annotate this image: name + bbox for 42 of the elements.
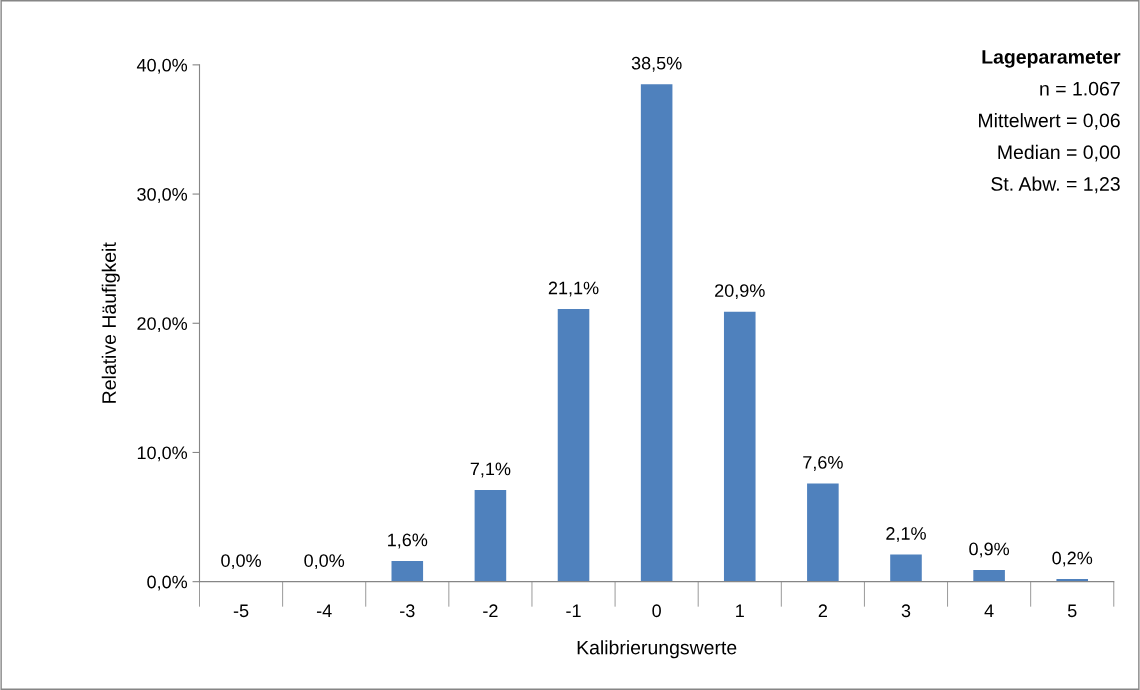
bar bbox=[474, 489, 507, 582]
y-tick-label: 40,0% bbox=[136, 58, 188, 74]
x-tick-label: -4 bbox=[316, 604, 332, 617]
data-label: 0,0% bbox=[304, 554, 345, 570]
data-label: 7,6% bbox=[803, 456, 843, 471]
bar bbox=[807, 483, 839, 582]
x-tick-label: 4 bbox=[984, 604, 994, 617]
bar bbox=[391, 561, 424, 582]
y-tick-label: 30,0% bbox=[137, 188, 188, 203]
annotation: Median = 0,00 bbox=[998, 144, 1120, 162]
data-label: 7,1% bbox=[470, 462, 511, 478]
x-tick-label: -2 bbox=[483, 604, 498, 617]
y-axis-title: Relative Häufigkeit bbox=[101, 242, 120, 403]
y-tick-label: 10,0% bbox=[137, 446, 188, 462]
x-axis-title: Kalibrierungswerte bbox=[577, 640, 737, 659]
data-label: 38,5% bbox=[631, 56, 682, 72]
annotation: St. Abw. = 1,23 bbox=[991, 176, 1120, 194]
annotation: n = 1.067 bbox=[1040, 81, 1120, 96]
x-tick-label: -3 bbox=[400, 604, 415, 618]
bar bbox=[890, 554, 922, 582]
data-label: 0,0% bbox=[221, 554, 261, 570]
x-tick-label: -5 bbox=[233, 604, 249, 618]
data-label: 21,1% bbox=[548, 281, 599, 297]
x-tick-label: 5 bbox=[1067, 604, 1077, 618]
bar bbox=[640, 84, 673, 582]
data-label: 1,6% bbox=[388, 533, 428, 549]
x-tick-label: 3 bbox=[901, 604, 911, 618]
x-tick-label: -1 bbox=[566, 604, 581, 617]
data-label: 0,9% bbox=[969, 542, 1010, 558]
data-label: 20,9% bbox=[715, 284, 765, 300]
x-tick-label: 0 bbox=[652, 604, 661, 618]
bar bbox=[723, 311, 756, 582]
data-label: 2,1% bbox=[886, 527, 926, 542]
y-tick-label: 20,0% bbox=[137, 317, 188, 333]
bar bbox=[557, 309, 590, 582]
x-tick-label: 2 bbox=[818, 604, 827, 617]
x-tick-label: 1 bbox=[736, 604, 744, 617]
annotation: Mittelwert = 0,06 bbox=[979, 113, 1120, 130]
data-label: 0,2% bbox=[1052, 551, 1093, 567]
y-tick-label: 0,0% bbox=[147, 575, 188, 591]
annotation: Lageparameter bbox=[982, 50, 1121, 68]
bar bbox=[973, 570, 1005, 582]
